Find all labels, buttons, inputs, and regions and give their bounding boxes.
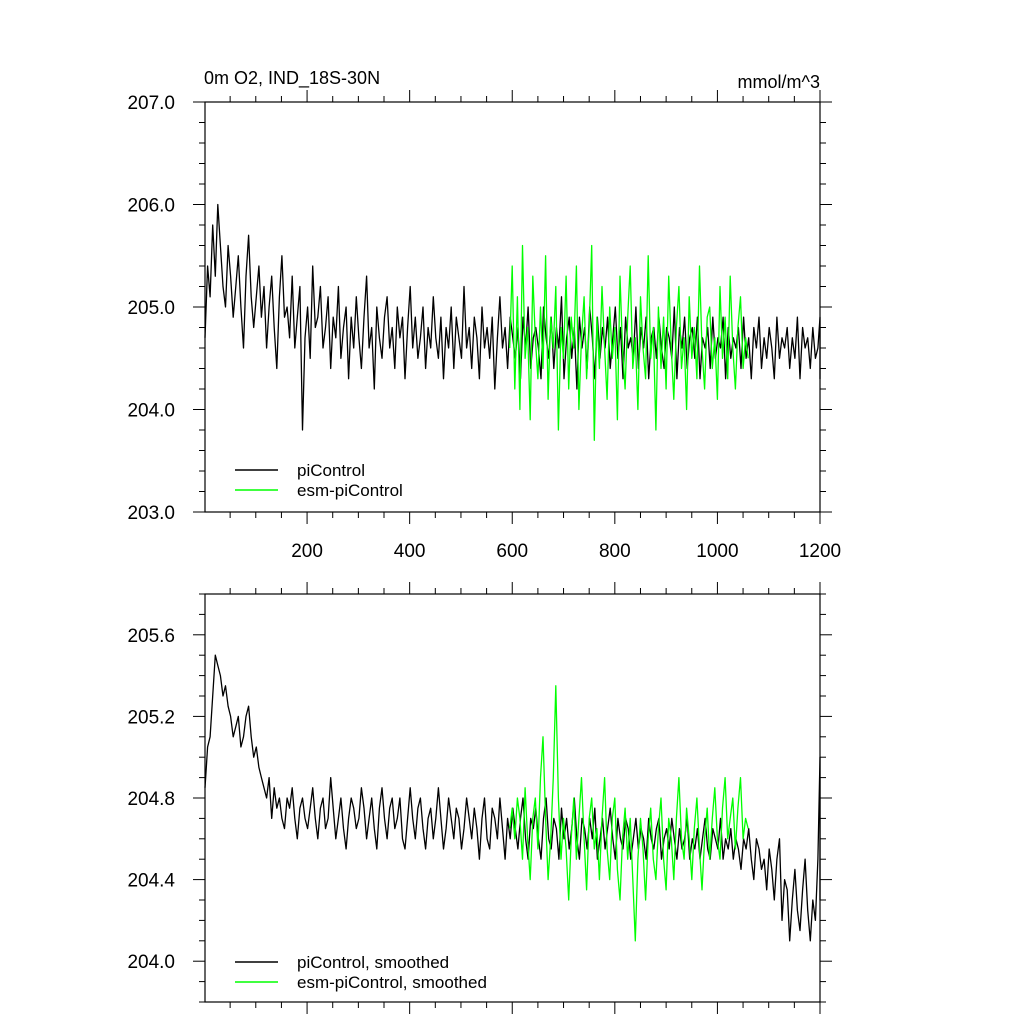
x-tick-label: 400: [394, 541, 426, 562]
units-label: mmol/m^3: [738, 72, 820, 92]
y-tick-label: 204.4: [127, 871, 175, 892]
legend-label: piControl: [297, 461, 365, 480]
x-tick-label: 1200: [799, 541, 841, 562]
y-tick-label: 205.0: [127, 298, 175, 319]
y-tick-label: 205.2: [127, 707, 175, 728]
y-tick-label: 205.6: [127, 626, 175, 647]
series-line-esm-picontrol: [509, 244, 749, 441]
y-tick-label: 203.0: [127, 503, 175, 524]
x-tick-label: 800: [599, 541, 631, 562]
legend-label: esm-piControl, smoothed: [297, 973, 487, 992]
y-tick-label: 204.8: [127, 789, 175, 810]
x-tick-label: 600: [496, 541, 528, 562]
chart-title: 0m O2, IND_18S-30N: [204, 68, 380, 89]
y-tick-label: 204.0: [127, 401, 175, 422]
x-tick-label: 1000: [696, 541, 738, 562]
legend-label: piControl, smoothed: [297, 953, 449, 972]
y-tick-label: 207.0: [127, 93, 175, 114]
legend-label: esm-piControl: [297, 481, 403, 500]
bottom-panel: 204.0 204.4 204.8 205.2 205.6 piControl, smoo…: [127, 582, 832, 1014]
y-tick-label: 206.0: [127, 196, 175, 217]
y-tick-label: 204.0: [127, 952, 175, 973]
x-tick-label: 200: [291, 541, 323, 562]
series-line-esm-picontrol-smoothed: [509, 685, 749, 942]
series-line-picontrol-smoothed: [204, 654, 821, 942]
top-panel: 0m O2, IND_18S-30N mmol/m^3 200 400 600 800…: [127, 68, 841, 562]
